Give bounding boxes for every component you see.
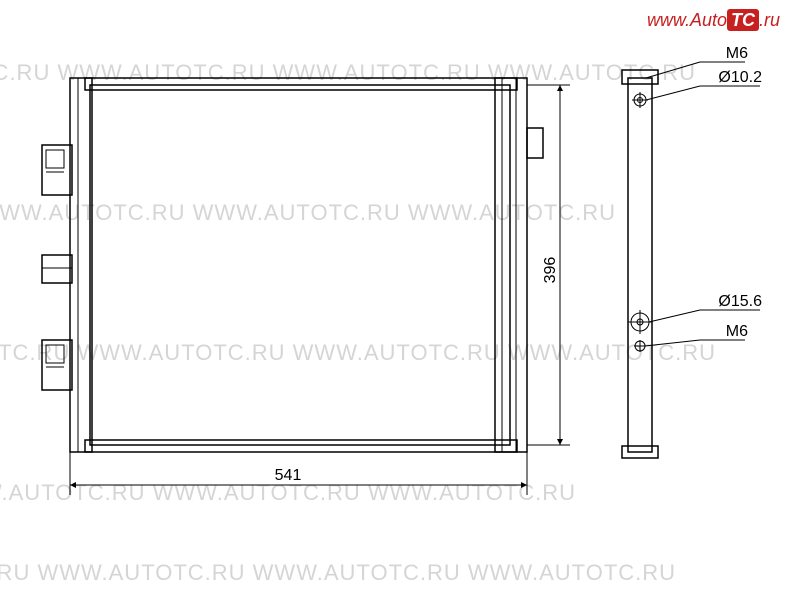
callout-thread-bottom: M6 bbox=[726, 323, 748, 340]
side-view: M6 Ø10.2 Ø15.6 M6 bbox=[622, 45, 762, 458]
callout-dia-bottom: Ø15.6 bbox=[718, 293, 762, 310]
bracket-icon bbox=[42, 340, 72, 390]
dimension-height: 396 bbox=[542, 257, 559, 284]
bracket-icon bbox=[42, 145, 72, 195]
technical-drawing: 541 396 M6 Ø10.2 Ø15 bbox=[0, 0, 800, 600]
front-view: 541 396 bbox=[42, 78, 570, 495]
callout-thread-top: M6 bbox=[726, 45, 748, 62]
dimension-width: 541 bbox=[275, 467, 302, 484]
callout-dia-top: Ø10.2 bbox=[718, 69, 762, 86]
bracket-icon bbox=[42, 255, 72, 283]
